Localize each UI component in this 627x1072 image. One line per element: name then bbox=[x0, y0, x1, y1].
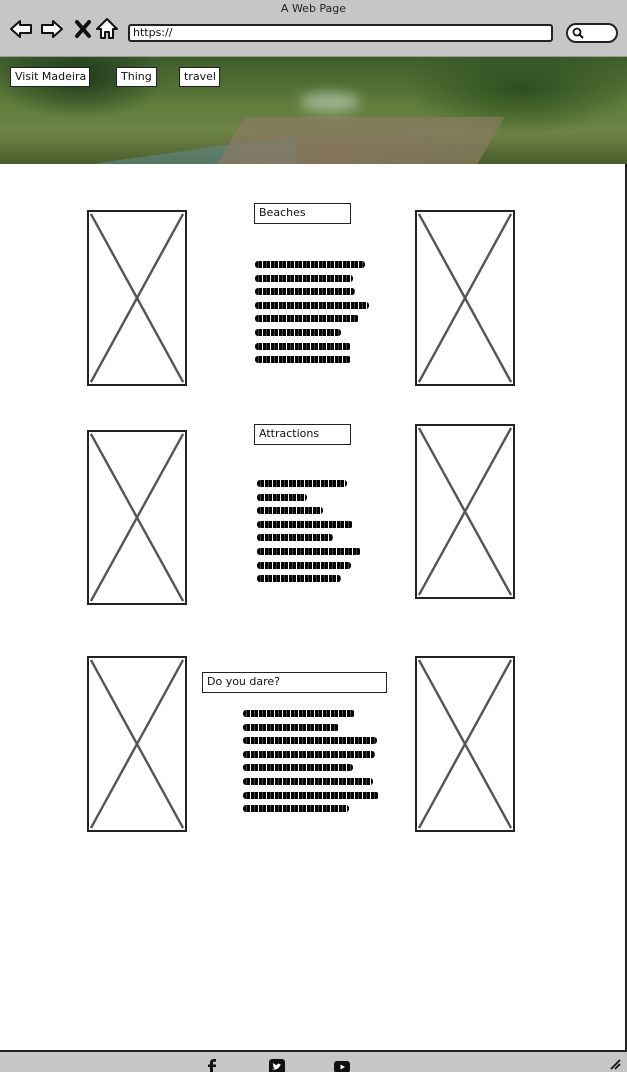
url-input[interactable]: https:// bbox=[128, 24, 553, 42]
section-title-attractions: Attractions bbox=[254, 424, 351, 445]
back-button[interactable] bbox=[8, 16, 34, 42]
search-field[interactable] bbox=[566, 23, 618, 43]
image-placeholder-right bbox=[415, 424, 515, 599]
search-icon bbox=[572, 27, 584, 39]
stop-button[interactable] bbox=[70, 16, 96, 42]
home-button[interactable] bbox=[94, 16, 120, 42]
hero-light bbox=[300, 92, 360, 112]
nav-link-travel[interactable]: travel bbox=[179, 67, 220, 87]
home-icon bbox=[96, 18, 118, 39]
section-text-attractions bbox=[257, 480, 365, 589]
youtube-icon[interactable] bbox=[333, 1058, 351, 1072]
nav-link-visit-madeira[interactable]: Visit Madeira bbox=[10, 67, 90, 87]
image-placeholder-left bbox=[87, 656, 187, 832]
forward-button[interactable] bbox=[39, 16, 65, 42]
browser-toolbar: A Web Page https:// bbox=[0, 0, 627, 57]
close-icon bbox=[75, 20, 91, 38]
image-placeholder-right bbox=[415, 656, 515, 832]
facebook-icon[interactable] bbox=[203, 1058, 221, 1072]
footer bbox=[0, 1050, 627, 1072]
section-title-do-you-dare: Do you dare? bbox=[202, 672, 387, 693]
section-text-do-you-dare bbox=[243, 710, 383, 819]
image-placeholder-left bbox=[87, 430, 187, 605]
main-content bbox=[0, 164, 627, 1050]
hero-path bbox=[215, 117, 505, 164]
nav-link-thing[interactable]: Thing bbox=[116, 67, 157, 87]
resize-grip-icon[interactable] bbox=[609, 1058, 621, 1070]
hero-image bbox=[0, 57, 627, 164]
image-placeholder-right bbox=[415, 210, 515, 386]
window-title: A Web Page bbox=[280, 2, 347, 15]
section-title-beaches: Beaches bbox=[254, 203, 351, 224]
back-icon bbox=[10, 20, 32, 38]
forward-icon bbox=[41, 20, 63, 38]
image-placeholder-left bbox=[87, 210, 187, 386]
section-text-beaches bbox=[255, 261, 370, 370]
twitter-icon[interactable] bbox=[268, 1058, 286, 1072]
